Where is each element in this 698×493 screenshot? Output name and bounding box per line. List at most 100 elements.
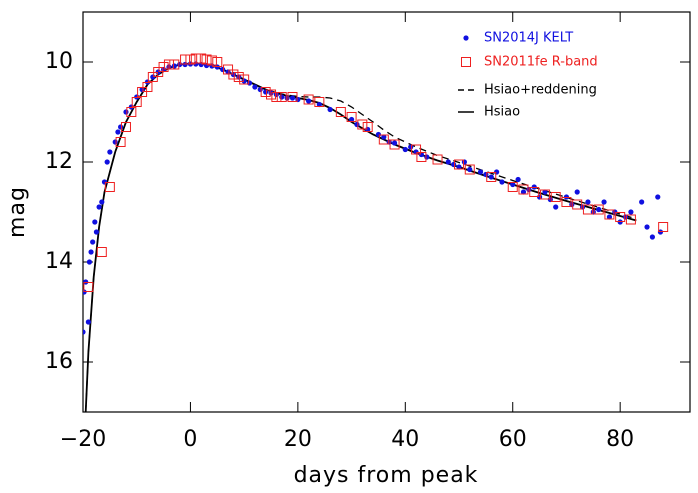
data-point — [83, 282, 94, 292]
data-point — [389, 139, 400, 150]
data-point — [206, 55, 217, 66]
data-point — [391, 140, 398, 146]
data-point — [507, 182, 518, 192]
data-point — [142, 82, 153, 92]
data-point — [115, 137, 126, 147]
data-point — [104, 182, 115, 192]
data-point — [92, 219, 98, 225]
data-point — [287, 92, 298, 102]
legend-label: SN2014J KELT — [484, 31, 573, 46]
y-tick-label: 16 — [45, 349, 73, 374]
data-point — [628, 209, 634, 215]
data-point — [445, 159, 451, 165]
data-point — [279, 94, 285, 100]
data-point — [411, 144, 422, 155]
data-point — [228, 69, 239, 80]
data-point — [239, 74, 250, 85]
data-point — [451, 161, 457, 168]
data-point — [266, 89, 277, 100]
data-point — [96, 247, 107, 257]
data-point — [649, 234, 655, 240]
data-point — [169, 59, 180, 70]
data-point — [284, 95, 290, 101]
data-point — [335, 107, 346, 117]
data-point — [306, 98, 312, 104]
data-point — [246, 80, 253, 86]
data-point — [615, 212, 626, 222]
data-point — [327, 106, 333, 113]
data-point — [107, 149, 113, 155]
data-point — [354, 121, 360, 128]
legend-label: Hsiao+reddening — [484, 83, 597, 98]
data-point — [271, 92, 282, 102]
data-point — [542, 189, 548, 195]
data-point — [518, 184, 529, 195]
data-point — [593, 204, 604, 215]
data-point — [381, 134, 387, 140]
data-point — [606, 214, 613, 220]
data-point — [212, 57, 223, 67]
data-point — [126, 107, 137, 117]
data-point — [220, 66, 226, 73]
legend-marker — [461, 57, 471, 67]
y-tick-label: 10 — [45, 49, 73, 74]
data-point — [83, 329, 86, 335]
data-point — [601, 199, 607, 205]
data-point — [276, 92, 287, 102]
y-tick-label: 12 — [45, 149, 73, 174]
data-point — [572, 199, 583, 210]
plot-frame — [82, 11, 691, 413]
data-point — [314, 97, 325, 107]
data-point — [658, 222, 669, 232]
data-point — [120, 122, 131, 132]
data-point — [561, 197, 572, 207]
data-point — [289, 95, 296, 101]
data-point — [456, 164, 462, 170]
data-point — [596, 206, 602, 213]
data-point — [432, 154, 443, 165]
data-point — [582, 204, 593, 215]
data-point — [486, 172, 497, 182]
x-tick-label: 80 — [606, 427, 634, 452]
data-point — [158, 62, 169, 72]
data-point — [233, 72, 244, 82]
data-point — [655, 194, 661, 200]
data-point — [163, 59, 174, 70]
data-point — [112, 139, 118, 145]
data-point — [488, 174, 494, 180]
data-point — [104, 159, 110, 165]
data-point — [515, 176, 521, 183]
x-tick-label: −20 — [60, 427, 106, 452]
data-point — [190, 53, 201, 64]
data-point — [585, 199, 591, 205]
data-point — [604, 209, 615, 220]
data-point — [346, 112, 357, 122]
x-tick-label: 60 — [499, 427, 527, 452]
data-point — [499, 179, 505, 185]
data-point — [115, 129, 121, 135]
y-tick-label: 14 — [45, 249, 73, 274]
data-point — [201, 54, 212, 65]
legend-marker — [463, 35, 469, 41]
data-point — [529, 187, 540, 197]
data-point — [644, 224, 650, 230]
data-point — [550, 192, 561, 202]
data-point — [454, 159, 465, 170]
x-tick-label: 40 — [391, 427, 419, 452]
data-point — [416, 152, 427, 162]
data-point — [362, 122, 373, 132]
data-point — [88, 249, 94, 255]
data-point — [316, 101, 322, 108]
data-point — [424, 154, 430, 160]
data-point — [625, 214, 636, 225]
data-point — [539, 189, 550, 200]
data-point — [402, 146, 408, 153]
y-axis-label: mag — [5, 186, 30, 238]
data-point — [99, 199, 105, 205]
data-point — [357, 119, 368, 130]
x-axis-label: days from peak — [294, 463, 479, 488]
data-point — [510, 181, 516, 188]
plot-area — [83, 53, 669, 412]
